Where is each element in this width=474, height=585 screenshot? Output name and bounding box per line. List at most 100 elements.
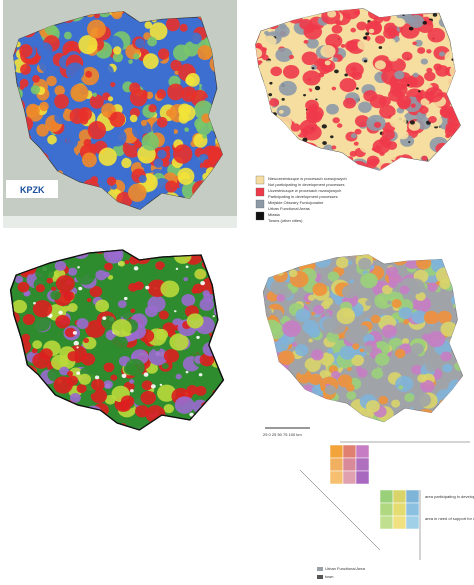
region-patch: [412, 41, 417, 46]
region-patch: [408, 141, 411, 143]
region-patch: [310, 349, 324, 361]
region-patch: [324, 409, 337, 420]
region-patch: [324, 60, 331, 66]
region-patch: [212, 315, 215, 318]
region-patch: [356, 325, 369, 336]
region-patch: [156, 89, 167, 99]
region-patch: [251, 140, 254, 143]
region-patch: [91, 378, 105, 391]
region-patch: [327, 10, 337, 18]
region-patch: [20, 245, 24, 248]
region-patch: [282, 142, 300, 157]
region-patch: [383, 27, 398, 39]
region-patch: [439, 105, 456, 119]
region-patch: [394, 322, 407, 334]
region-patch: [17, 281, 30, 293]
region-patch: [426, 162, 432, 167]
legend-label: Urban Functional Area: [325, 566, 366, 571]
region-patch: [445, 168, 450, 171]
region-patch: [129, 89, 148, 107]
region-patch: [151, 250, 163, 251]
region-patch: [36, 251, 46, 259]
region-patch: [109, 283, 122, 294]
region-patch: [38, 425, 54, 430]
region-patch: [389, 58, 406, 73]
legend-cell: [355, 457, 370, 472]
region-patch: [336, 123, 343, 128]
region-patch: [342, 8, 360, 20]
region-patch: [412, 72, 419, 78]
region-patch: [270, 134, 277, 139]
region-patch: [315, 98, 318, 101]
region-patch: [263, 396, 270, 411]
region-patch: [427, 331, 446, 348]
region-patch: [320, 45, 336, 58]
region-patch: [282, 65, 300, 79]
region-patch: [450, 41, 461, 51]
region-patch: [10, 250, 23, 255]
region-patch: [265, 323, 285, 340]
region-patch: [216, 349, 224, 367]
region-patch: [334, 19, 342, 26]
region-patch: [89, 411, 93, 415]
region-patch: [458, 325, 463, 338]
region-patch: [332, 57, 338, 63]
region-patch: [277, 402, 291, 414]
region-patch: [202, 290, 210, 297]
map-4: [262, 247, 464, 423]
region-patch: [336, 307, 356, 325]
region-patch: [140, 119, 147, 127]
region-patch: [457, 134, 461, 140]
region-patch: [368, 28, 375, 34]
region-patch: [225, 283, 230, 288]
region-patch: [388, 272, 402, 285]
region-patch: [30, 85, 41, 95]
region-patch: [54, 93, 69, 109]
region-patch: [265, 110, 272, 116]
region-patch: [36, 387, 44, 394]
region-patch: [336, 256, 349, 269]
region-patch: [162, 431, 167, 436]
region-patch: [196, 119, 212, 136]
region-patch: [199, 353, 215, 367]
region-patch: [270, 12, 285, 25]
region-patch: [426, 49, 432, 54]
region-patch: [379, 247, 387, 254]
region-patch: [417, 374, 427, 383]
region-patch: [416, 255, 432, 270]
region-patch: [274, 254, 284, 261]
region-patch: [12, 299, 28, 314]
region-patch: [65, 62, 85, 81]
region-patch: [378, 96, 391, 107]
region-patch: [10, 250, 13, 254]
legend-label: Nieuczestniczące w procesach rozwojowych: [268, 176, 347, 181]
region-patch: [255, 78, 262, 88]
region-patch: [61, 250, 79, 257]
region-patch: [128, 282, 138, 292]
region-patch: [440, 351, 452, 362]
region-patch: [285, 155, 302, 169]
region-patch: [92, 92, 98, 98]
region-patch: [130, 389, 134, 393]
region-patch: [307, 77, 312, 82]
region-patch: [306, 112, 320, 123]
legend-cell: [392, 515, 407, 530]
region-patch: [330, 135, 334, 139]
region-patch: [81, 420, 101, 430]
region-patch: [265, 411, 282, 423]
region-patch: [173, 129, 179, 135]
region-patch: [263, 254, 270, 261]
region-patch: [295, 308, 311, 322]
region-patch: [255, 104, 265, 113]
region-patch: [141, 380, 153, 391]
region-patch: [117, 300, 127, 308]
region-patch: [300, 395, 315, 409]
region-patch: [10, 421, 27, 430]
region-patch: [423, 254, 433, 261]
region-patch: [10, 406, 15, 416]
legend-cell: [329, 457, 344, 472]
region-patch: [50, 142, 66, 158]
region-patch: [183, 277, 189, 282]
region-patch: [285, 141, 305, 158]
region-patch: [65, 404, 86, 423]
